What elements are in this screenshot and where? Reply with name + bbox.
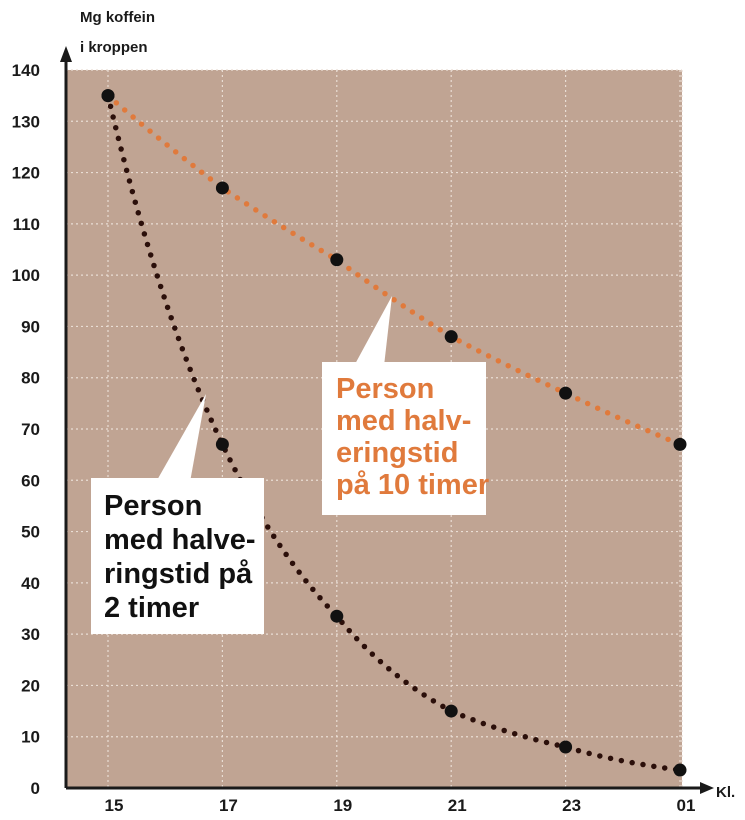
data-point <box>444 330 458 344</box>
callout-label-line: med halv- <box>336 405 471 437</box>
callout-label-line: med halve- <box>104 524 256 556</box>
data-point <box>330 253 344 267</box>
y-tick-label: 20 <box>21 676 40 695</box>
y-tick-label: 130 <box>12 112 40 131</box>
x-tick-label: 19 <box>333 796 352 815</box>
y-tick-label: 50 <box>21 523 40 542</box>
data-point <box>330 609 344 623</box>
y-tick-label: 30 <box>21 625 40 644</box>
data-point <box>673 763 687 777</box>
data-point <box>215 181 229 195</box>
y-axis-title: i kroppen <box>80 39 148 56</box>
callout-label-line: 2 timer <box>104 592 199 624</box>
axes <box>60 46 714 794</box>
y-tick-label: 40 <box>21 574 40 593</box>
y-tick-label: 70 <box>21 420 40 439</box>
y-tick-label: 90 <box>21 317 40 336</box>
axis-labels: Mg koffein i kroppen Kl. <box>80 9 735 801</box>
callout-pointer-1 <box>156 394 206 482</box>
callout-box-0 <box>322 362 486 515</box>
data-point <box>673 437 687 451</box>
y-tick-label: 0 <box>31 779 40 798</box>
callout-pointer-0 <box>354 296 392 366</box>
callout-label-line: på 10 timer <box>336 469 489 501</box>
x-axis-title: Kl. <box>716 784 735 801</box>
callout-label-line: Person <box>104 490 202 522</box>
y-axis-arrow <box>60 46 72 62</box>
x-tick-label: 21 <box>448 796 467 815</box>
callout-box-1 <box>91 478 264 634</box>
data-point <box>215 437 229 451</box>
data-point <box>559 740 573 754</box>
callout-label-line: Person <box>336 373 434 405</box>
x-tick-label: 01 <box>677 796 696 815</box>
x-axis-arrow <box>700 782 714 794</box>
y-tick-label: 100 <box>12 266 40 285</box>
y-tick-label: 80 <box>21 369 40 388</box>
x-tick-label: 17 <box>219 796 238 815</box>
data-point <box>101 89 115 103</box>
data-points <box>101 89 687 777</box>
data-point <box>559 386 573 400</box>
y-tick-label: 10 <box>21 728 40 747</box>
y-tick-label: 110 <box>13 215 40 234</box>
y-tick-label: 140 <box>12 61 40 80</box>
y-tick-label: 120 <box>12 164 40 183</box>
series-curve-0 <box>105 92 683 448</box>
y-axis-title: Mg koffein <box>80 9 155 26</box>
callout-label-line: eringstid <box>336 437 458 469</box>
callout-label-line: ringstid på <box>104 558 253 590</box>
data-point <box>444 704 458 718</box>
x-tick-label: 15 <box>105 796 124 815</box>
x-tick-label: 23 <box>562 796 581 815</box>
y-tick-label: 60 <box>21 471 40 490</box>
